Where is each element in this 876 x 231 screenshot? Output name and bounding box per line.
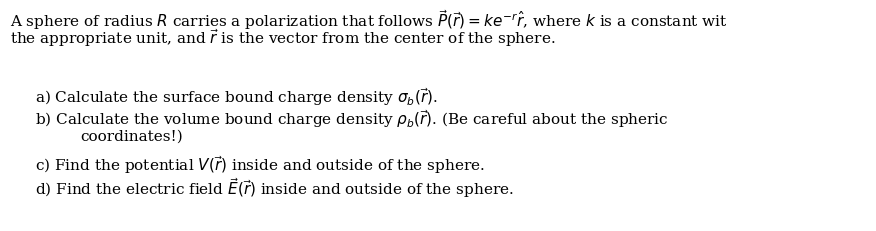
Text: A sphere of radius $R$ carries a polarization that follows $\vec{P}(\vec{r}) = k: A sphere of radius $R$ carries a polariz… [10,8,728,32]
Text: a) Calculate the surface bound charge density $\sigma_b(\vec{r})$.: a) Calculate the surface bound charge de… [35,86,438,108]
Text: b) Calculate the volume bound charge density $\rho_b(\vec{r})$. (Be careful abou: b) Calculate the volume bound charge den… [35,108,668,130]
Text: coordinates!): coordinates!) [80,130,183,144]
Text: d) Find the electric field $\vec{E}(\vec{r})$ inside and outside of the sphere.: d) Find the electric field $\vec{E}(\vec… [35,176,513,200]
Text: the appropriate unit, and $\vec{r}$ is the vector from the center of the sphere.: the appropriate unit, and $\vec{r}$ is t… [10,27,555,49]
Text: c) Find the potential $V(\vec{r})$ inside and outside of the sphere.: c) Find the potential $V(\vec{r})$ insid… [35,154,485,176]
